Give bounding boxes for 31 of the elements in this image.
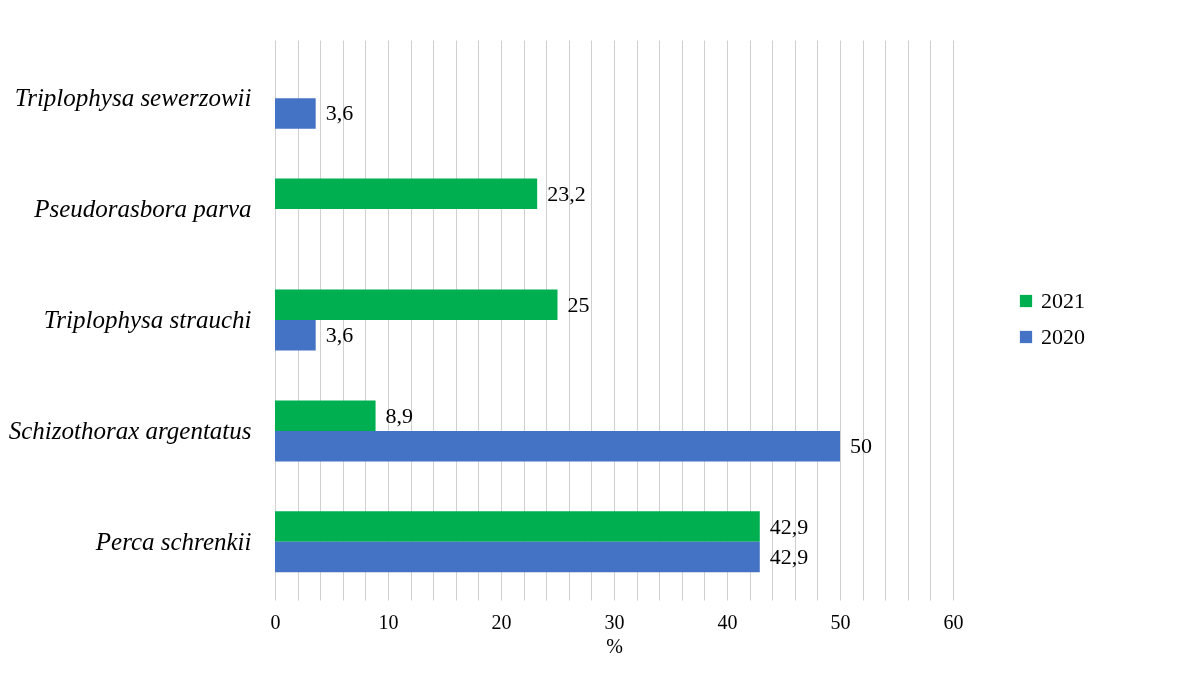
- x-tick-label: 20: [491, 610, 512, 633]
- y-tick-label: Schizothorax argentatus: [8, 416, 252, 444]
- data-label: 23,2: [547, 180, 586, 206]
- x-tick-label: 60: [943, 610, 964, 633]
- data-label: 3,6: [325, 322, 354, 348]
- bar: [275, 430, 840, 462]
- data-label: 25: [567, 291, 590, 317]
- bar: [275, 511, 760, 542]
- y-tick-label: Pseudorasbora parva: [33, 195, 252, 223]
- x-tick-label: 10: [378, 610, 399, 633]
- data-label: 50: [850, 433, 872, 459]
- bar: [275, 320, 316, 351]
- legend-label: 2020: [1041, 324, 1085, 349]
- bar: [275, 98, 316, 129]
- bar: [275, 400, 376, 431]
- data-label: 8,9: [385, 402, 414, 428]
- x-tick-label: 0: [270, 610, 281, 633]
- y-tick-label: Perca schrenkii: [94, 527, 252, 555]
- data-label: 3,6: [325, 100, 354, 126]
- x-tick-label: 50: [830, 610, 851, 633]
- x-axis-title: %: [606, 634, 623, 657]
- y-tick-label: Triplophysa sewerzowii: [14, 84, 252, 112]
- bar: [275, 178, 538, 210]
- legend-label: 2021: [1041, 288, 1085, 313]
- x-tick-label: 30: [604, 610, 625, 633]
- data-label: 42,9: [769, 544, 809, 570]
- bar: [275, 289, 558, 320]
- data-label: 42,9: [769, 513, 809, 539]
- x-tick-label: 40: [717, 610, 738, 633]
- y-tick-label: Triplophysa strauchi: [43, 306, 252, 333]
- bar: [275, 541, 760, 573]
